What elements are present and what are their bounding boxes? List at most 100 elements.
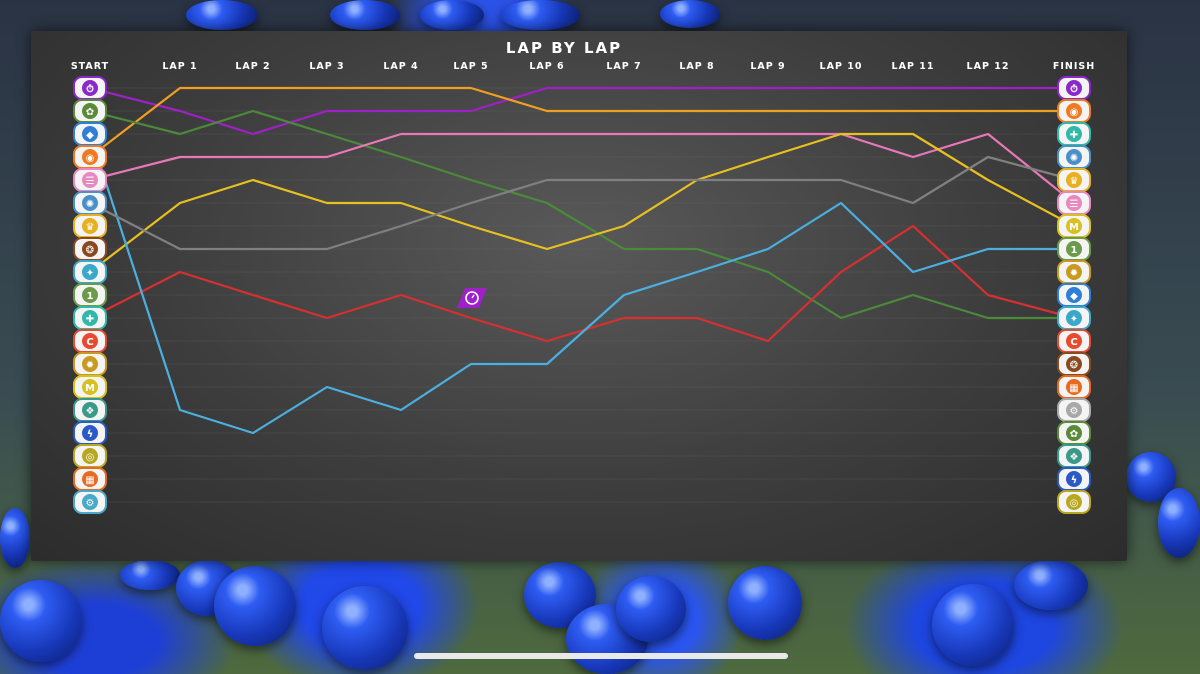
team-logo: ✦ bbox=[1057, 306, 1091, 330]
team-logo: ☰ bbox=[1057, 191, 1091, 215]
team-logo: ✹ bbox=[1057, 260, 1091, 284]
team-logo: ✹ bbox=[73, 352, 107, 376]
team-logo: ✚ bbox=[73, 306, 107, 330]
team-logo: ⚙ bbox=[73, 490, 107, 514]
marble-decoration bbox=[214, 566, 296, 646]
svg-text:ϟ: ϟ bbox=[87, 429, 94, 440]
column-label: LAP 12 bbox=[967, 61, 1010, 72]
svg-text:☰: ☰ bbox=[1070, 199, 1079, 210]
series-line bbox=[88, 133, 1074, 435]
team-logo: ϟ bbox=[1057, 467, 1091, 491]
marble-decoration bbox=[330, 0, 400, 30]
marble-decoration bbox=[1158, 488, 1200, 558]
column-label: LAP 1 bbox=[162, 61, 197, 72]
svg-text:☰: ☰ bbox=[86, 176, 95, 187]
lap-chart-panel: LAP BY LAP START LAP 1 LAP 2 LAP 3 LAP 4 LAP … bbox=[31, 31, 1127, 561]
svg-text:❖: ❖ bbox=[1070, 452, 1079, 463]
column-label: LAP 11 bbox=[892, 61, 935, 72]
team-logo: ✿ bbox=[1057, 421, 1091, 445]
team-logo: ✿ bbox=[73, 99, 107, 123]
team-logo: ⚙ bbox=[1057, 398, 1091, 422]
svg-text:1: 1 bbox=[1071, 245, 1078, 256]
team-logo: ◉ bbox=[1057, 99, 1091, 123]
team-logo: ◎ bbox=[1057, 490, 1091, 514]
svg-text:✺: ✺ bbox=[86, 199, 94, 210]
series-line bbox=[89, 224, 1075, 343]
svg-text:◉: ◉ bbox=[86, 153, 95, 164]
team-logo: ◆ bbox=[73, 122, 107, 146]
home-indicator[interactable] bbox=[414, 653, 788, 659]
team-logo: ◎ bbox=[73, 444, 107, 468]
svg-text:M: M bbox=[1069, 222, 1079, 233]
team-logo: ⏱ bbox=[1057, 76, 1091, 100]
svg-text:◎: ◎ bbox=[1070, 498, 1079, 509]
chart-title: LAP BY LAP bbox=[506, 39, 622, 57]
series-line bbox=[89, 132, 1075, 204]
column-label: LAP 8 bbox=[679, 61, 714, 72]
team-logo: ⏱ bbox=[73, 76, 107, 100]
svg-text:✺: ✺ bbox=[1070, 153, 1078, 164]
team-logo: ✺ bbox=[73, 191, 107, 215]
column-label: LAP 4 bbox=[383, 61, 418, 72]
svg-text:✦: ✦ bbox=[1070, 314, 1078, 325]
svg-text:✦: ✦ bbox=[86, 268, 94, 279]
team-logo: ✚ bbox=[1057, 122, 1091, 146]
team-logo: M bbox=[1057, 214, 1091, 238]
svg-text:❖: ❖ bbox=[86, 406, 95, 417]
marble-decoration bbox=[322, 586, 408, 670]
marble-decoration bbox=[932, 584, 1014, 666]
team-logo: ❖ bbox=[1057, 444, 1091, 468]
team-logo: M bbox=[73, 375, 107, 399]
team-logo: ♛ bbox=[73, 214, 107, 238]
column-label: START bbox=[71, 61, 109, 72]
svg-text:♛: ♛ bbox=[1070, 176, 1079, 187]
svg-text:◉: ◉ bbox=[1070, 107, 1079, 118]
svg-text:⚙: ⚙ bbox=[1070, 406, 1079, 417]
team-logo: ❂ bbox=[1057, 352, 1091, 376]
svg-text:✹: ✹ bbox=[86, 360, 94, 371]
team-logo: C bbox=[1057, 329, 1091, 353]
series-line bbox=[89, 109, 1074, 320]
svg-text:❂: ❂ bbox=[1070, 360, 1078, 371]
svg-text:C: C bbox=[86, 337, 93, 348]
team-logo: 1 bbox=[1057, 237, 1091, 261]
svg-text:✚: ✚ bbox=[86, 314, 94, 325]
column-label: LAP 7 bbox=[606, 61, 641, 72]
team-logo: C bbox=[73, 329, 107, 353]
column-label: LAP 10 bbox=[820, 61, 863, 72]
team-logo: ☰ bbox=[73, 168, 107, 192]
marble-decoration bbox=[0, 580, 82, 662]
team-logo: ✦ bbox=[73, 260, 107, 284]
marble-decoration bbox=[660, 0, 720, 28]
fastest-lap-badge bbox=[457, 288, 487, 308]
marble-decoration bbox=[616, 576, 686, 642]
marble-decoration bbox=[1014, 560, 1088, 610]
series-line bbox=[89, 86, 1074, 136]
svg-text:ϟ: ϟ bbox=[1071, 475, 1078, 486]
column-label: LAP 5 bbox=[453, 61, 488, 72]
column-label: FINISH bbox=[1053, 61, 1095, 72]
svg-text:✹: ✹ bbox=[1070, 268, 1078, 279]
svg-text:✿: ✿ bbox=[1070, 429, 1078, 440]
start-logos: ⏱ ✿ ◆ ◉ ☰ ✺ ♛ ❂ ✦ 1 ✚ C ✹ M ❖ ϟ ◎ ▦ ⚙ bbox=[73, 76, 107, 514]
column-labels: START LAP 1 LAP 2 LAP 3 LAP 4 LAP 5 LAP 6 LAP 7… bbox=[71, 61, 1095, 72]
svg-text:◆: ◆ bbox=[86, 130, 94, 141]
marble-decoration bbox=[120, 560, 180, 590]
finish-logos: ⏱ ◉ ✚ ✺ ♛ ☰ M 1 ✹ ◆ ✦ C ❂ ▦ ⚙ ✿ ❖ ϟ ◎ bbox=[1057, 76, 1091, 514]
column-label: LAP 2 bbox=[235, 61, 270, 72]
series-lines bbox=[88, 86, 1075, 435]
team-logo: ✺ bbox=[1057, 145, 1091, 169]
series-line bbox=[89, 86, 1074, 158]
svg-text:✿: ✿ bbox=[86, 107, 94, 118]
svg-text:⏱: ⏱ bbox=[1070, 83, 1078, 95]
marble-decoration bbox=[420, 0, 484, 30]
marble-decoration bbox=[500, 0, 580, 30]
team-logo: ϟ bbox=[73, 421, 107, 445]
svg-text:C: C bbox=[1070, 337, 1077, 348]
svg-text:▦: ▦ bbox=[85, 475, 94, 486]
team-logo: ▦ bbox=[1057, 375, 1091, 399]
team-logo: ♛ bbox=[1057, 168, 1091, 192]
series-line bbox=[89, 132, 1075, 273]
svg-text:▦: ▦ bbox=[1069, 383, 1078, 394]
team-logo: ◆ bbox=[1057, 283, 1091, 307]
